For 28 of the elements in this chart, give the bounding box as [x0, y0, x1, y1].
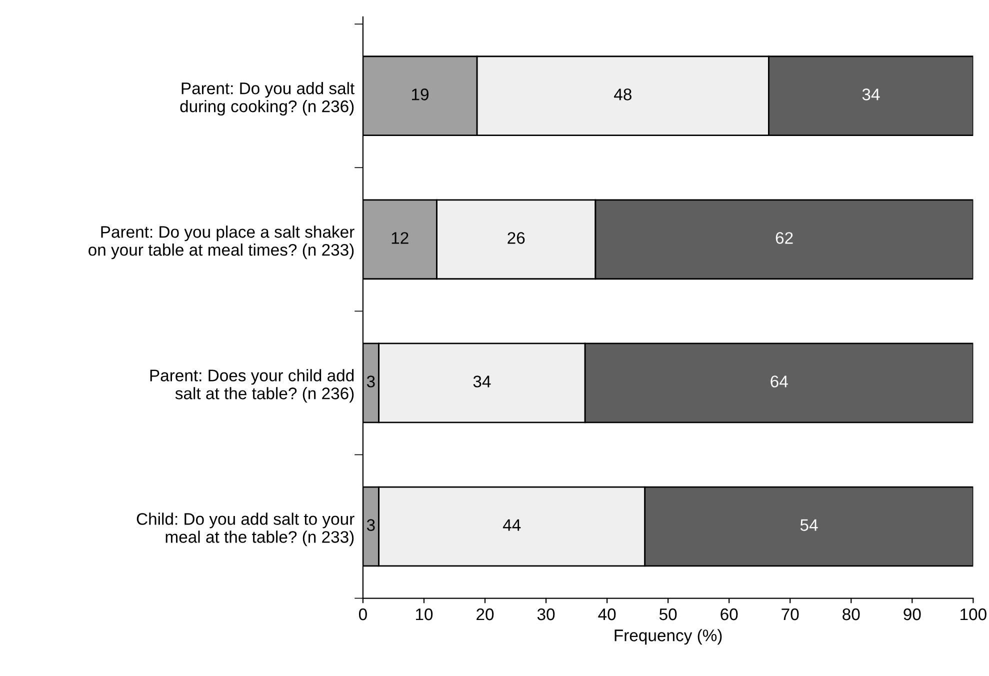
x-tick-label: 0: [358, 608, 367, 620]
x-tick-label: 30: [537, 608, 555, 620]
data-label: 34: [473, 376, 491, 388]
x-tick-label: 20: [476, 608, 494, 620]
x-axis-title: Frequency (%): [614, 629, 722, 645]
data-label: 19: [412, 88, 428, 100]
x-tick-label: 40: [598, 608, 616, 620]
y-tick-label: Parent: Do you add salt during cooking? (n 236): [180, 82, 355, 116]
x-tick-label: 100: [960, 608, 986, 620]
data-label: 26: [508, 232, 525, 244]
x-tick-label: 80: [842, 608, 860, 620]
data-label: 3: [366, 519, 375, 531]
y-tick-label: Parent: Do you place a salt shaker on your table at meal times? (n 233): [88, 226, 354, 260]
x-tick-label: 70: [782, 608, 799, 620]
data-label: 64: [770, 376, 788, 388]
y-tick-label: Parent: Does your child add salt at the table? (n 236): [150, 369, 354, 403]
data-label: 12: [392, 232, 408, 244]
x-tick-label: 90: [904, 608, 921, 620]
data-label: 44: [502, 519, 521, 531]
data-label: 3: [366, 376, 375, 388]
data-label: 54: [800, 519, 818, 531]
x-tick-label: 50: [659, 608, 677, 620]
data-label: 62: [776, 232, 793, 244]
y-tick-label: Child: Do you add salt to your meal at the table? (n 233): [136, 512, 354, 546]
x-tick-label: 60: [720, 608, 738, 620]
data-label: 48: [614, 88, 632, 100]
x-tick-label: 10: [416, 608, 433, 620]
data-label: 34: [862, 88, 880, 100]
